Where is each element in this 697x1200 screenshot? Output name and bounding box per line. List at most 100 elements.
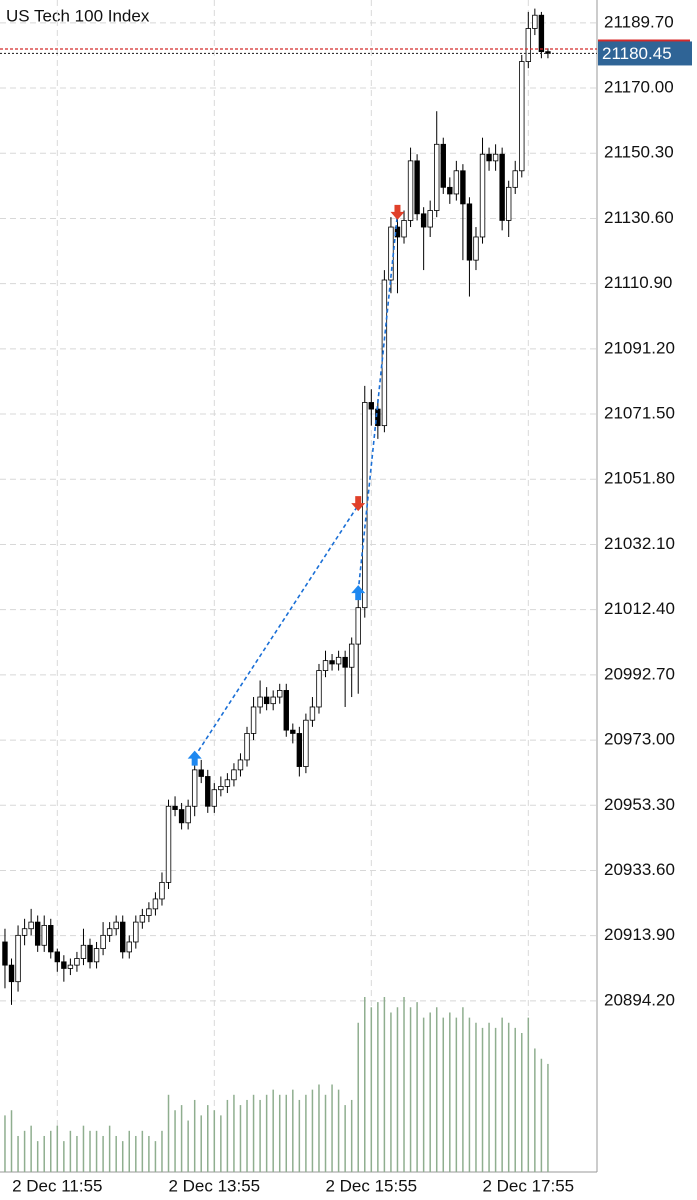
candle-body (394, 226, 401, 238)
candle-body (218, 786, 224, 791)
y-tick-label: 21071.50 (604, 404, 675, 423)
candle-body (303, 719, 309, 767)
candle-body (61, 961, 67, 969)
candle-body (401, 220, 407, 238)
candle-body (427, 210, 433, 228)
candle-body (165, 805, 172, 883)
y-tick-label: 21110.90 (604, 273, 672, 292)
candle-body (15, 934, 21, 983)
candle-body (532, 14, 538, 29)
trade-line (194, 504, 359, 758)
candle-body (434, 143, 440, 211)
bid-label-box (598, 41, 692, 66)
y-tick-label: 21150.30 (604, 143, 674, 162)
candle-body (120, 921, 126, 953)
candle-body (205, 776, 211, 807)
candle-body (113, 921, 119, 930)
x-tick-label: 2 Dec 17:55 (482, 1176, 574, 1195)
candle-body (8, 964, 15, 983)
candle-body (519, 61, 525, 172)
candle-body (545, 51, 551, 54)
y-tick-label: 21189.70 (604, 12, 674, 31)
candle-body (159, 881, 165, 900)
candle-body (139, 915, 146, 923)
y-tick-label: 20913.90 (604, 925, 675, 944)
candle-body (224, 779, 231, 787)
candle-body (87, 944, 93, 963)
candle-body (263, 696, 270, 705)
candle-body (48, 925, 54, 953)
x-tick-label: 2 Dec 15:55 (325, 1176, 417, 1195)
candle-body (146, 908, 152, 916)
y-tick-label: 21091.20 (604, 338, 675, 357)
candle-body (54, 951, 61, 963)
candle-body (381, 279, 388, 427)
candle-body (460, 170, 466, 205)
candle-body (191, 769, 198, 807)
candle-body (420, 213, 427, 228)
x-tick-label: 2 Dec 11:55 (12, 1176, 102, 1195)
candle-body (41, 925, 47, 946)
candle-body (133, 921, 139, 943)
candle-body (231, 769, 237, 781)
candle-body (80, 944, 87, 959)
candle-body (440, 143, 446, 188)
candle-body (178, 809, 185, 824)
candle-body (93, 948, 100, 963)
candle-body (28, 921, 34, 930)
trade-line (357, 213, 399, 592)
candle-body (355, 607, 361, 645)
candle-body (257, 696, 263, 708)
candle-body (270, 696, 276, 705)
candle-body (342, 656, 348, 668)
candle-body (277, 690, 283, 698)
candle-body (525, 28, 532, 62)
candle-body (453, 170, 460, 195)
y-tick-label: 20973.00 (604, 730, 675, 749)
candle-body (296, 733, 303, 767)
candle-body (505, 186, 512, 221)
candle-body (316, 670, 322, 708)
candle-body (466, 203, 473, 261)
candle-body (447, 186, 453, 195)
entry-arrow (187, 750, 202, 766)
candle-body (211, 789, 218, 807)
candle-body (473, 236, 479, 261)
candle-body (152, 898, 159, 910)
candle-body (512, 170, 518, 188)
candle-body (283, 690, 289, 731)
candle-body (499, 153, 505, 221)
candle-body (348, 643, 355, 668)
candle-body (100, 934, 106, 949)
candle-body (486, 153, 492, 162)
candle-body (34, 921, 41, 946)
x-tick-label: 2 Dec 13:55 (168, 1176, 260, 1195)
candle-body (368, 402, 375, 410)
candle-body (237, 759, 244, 771)
candle-body (335, 656, 342, 665)
candle-body (250, 706, 257, 734)
y-tick-label: 21130.60 (604, 208, 674, 227)
candle-body (322, 660, 329, 671)
y-tick-label: 21051.80 (604, 469, 675, 488)
candle-body (172, 805, 178, 810)
bid-label: 21180.45 (602, 44, 672, 63)
candle-body (185, 805, 191, 824)
candle-body (538, 14, 545, 53)
candle-body (21, 928, 28, 936)
candle-body (407, 160, 414, 221)
y-tick-label: 21032.10 (604, 534, 675, 553)
candle-body (329, 660, 335, 665)
y-tick-label: 21012.40 (604, 599, 675, 618)
entry-arrow (351, 585, 366, 601)
candle-body (479, 153, 486, 238)
y-tick-label: 20894.20 (604, 990, 675, 1009)
candle-body (2, 941, 8, 966)
candle-body (492, 153, 499, 162)
candle-body (414, 160, 420, 215)
y-tick-label: 20953.30 (604, 795, 675, 814)
candle-body (126, 941, 132, 953)
y-tick-label: 20933.60 (604, 860, 675, 879)
